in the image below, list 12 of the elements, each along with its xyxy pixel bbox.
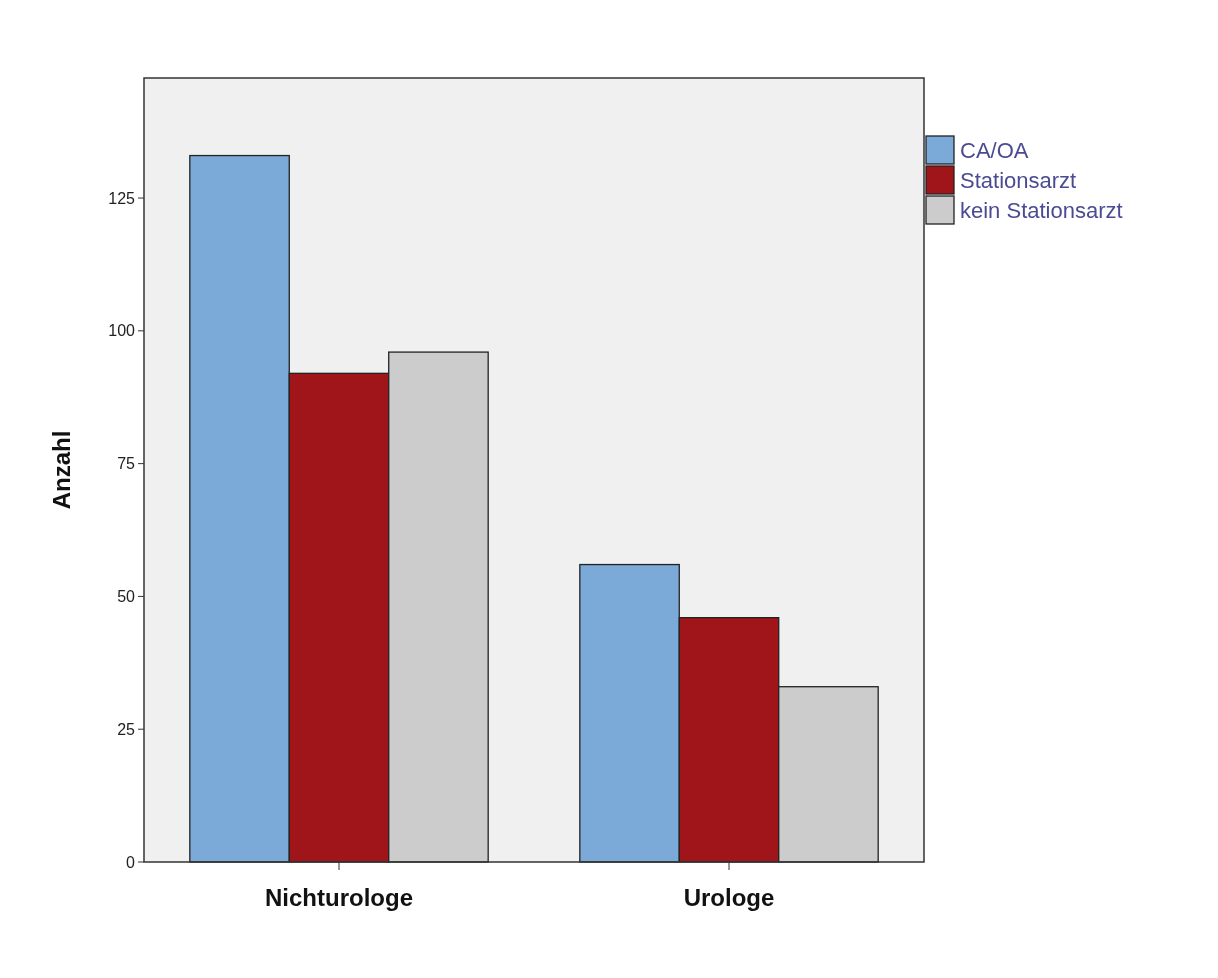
- y-tick-label: 25: [117, 720, 136, 738]
- y-tick-label: 75: [117, 455, 136, 473]
- y-tick-label: 0: [126, 853, 136, 871]
- legend-label: kein Stationsarzt: [960, 197, 1123, 223]
- y-tick-label: 100: [108, 322, 136, 340]
- legend-label: Stationsarzt: [960, 167, 1077, 193]
- legend-label: CA/OA: [960, 137, 1029, 163]
- y-axis-title: Anzahl: [48, 430, 75, 510]
- y-tick-label: 50: [117, 588, 136, 606]
- x-tick-label: Urologe: [683, 884, 775, 911]
- y-tick-label: 125: [108, 189, 136, 207]
- x-tick-label: Nichturologe: [265, 884, 413, 911]
